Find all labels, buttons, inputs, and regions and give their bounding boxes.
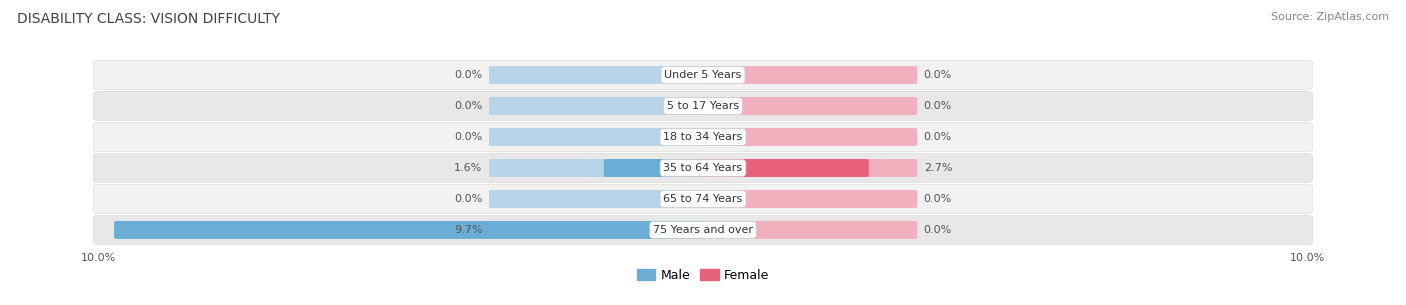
Legend: Male, Female: Male, Female xyxy=(631,264,775,287)
Text: 0.0%: 0.0% xyxy=(924,194,952,204)
FancyBboxPatch shape xyxy=(700,128,917,146)
Text: 35 to 64 Years: 35 to 64 Years xyxy=(664,163,742,173)
FancyBboxPatch shape xyxy=(94,92,1312,120)
FancyBboxPatch shape xyxy=(94,122,1312,152)
Text: 0.0%: 0.0% xyxy=(924,70,952,80)
Text: 75 Years and over: 75 Years and over xyxy=(652,225,754,235)
Text: DISABILITY CLASS: VISION DIFFICULTY: DISABILITY CLASS: VISION DIFFICULTY xyxy=(17,12,280,26)
Text: 0.0%: 0.0% xyxy=(454,194,482,204)
FancyBboxPatch shape xyxy=(700,159,917,177)
FancyBboxPatch shape xyxy=(700,159,869,177)
Text: 0.0%: 0.0% xyxy=(454,70,482,80)
Text: 1.6%: 1.6% xyxy=(454,163,482,173)
Text: 0.0%: 0.0% xyxy=(924,132,952,142)
FancyBboxPatch shape xyxy=(700,97,917,115)
Text: 65 to 74 Years: 65 to 74 Years xyxy=(664,194,742,204)
FancyBboxPatch shape xyxy=(603,159,706,177)
Text: Source: ZipAtlas.com: Source: ZipAtlas.com xyxy=(1271,12,1389,22)
FancyBboxPatch shape xyxy=(94,185,1312,214)
Text: 9.7%: 9.7% xyxy=(454,225,482,235)
Text: Under 5 Years: Under 5 Years xyxy=(665,70,741,80)
FancyBboxPatch shape xyxy=(94,60,1312,90)
Text: 0.0%: 0.0% xyxy=(454,132,482,142)
Text: 0.0%: 0.0% xyxy=(454,101,482,111)
FancyBboxPatch shape xyxy=(700,66,917,84)
Text: 0.0%: 0.0% xyxy=(924,225,952,235)
FancyBboxPatch shape xyxy=(94,215,1312,245)
FancyBboxPatch shape xyxy=(700,221,917,239)
FancyBboxPatch shape xyxy=(700,190,917,208)
Text: 2.7%: 2.7% xyxy=(924,163,952,173)
Text: 5 to 17 Years: 5 to 17 Years xyxy=(666,101,740,111)
Text: 0.0%: 0.0% xyxy=(924,101,952,111)
FancyBboxPatch shape xyxy=(114,221,706,239)
FancyBboxPatch shape xyxy=(489,66,706,84)
Text: 18 to 34 Years: 18 to 34 Years xyxy=(664,132,742,142)
FancyBboxPatch shape xyxy=(94,153,1312,183)
FancyBboxPatch shape xyxy=(489,159,706,177)
FancyBboxPatch shape xyxy=(489,190,706,208)
FancyBboxPatch shape xyxy=(489,97,706,115)
FancyBboxPatch shape xyxy=(489,221,706,239)
FancyBboxPatch shape xyxy=(489,128,706,146)
